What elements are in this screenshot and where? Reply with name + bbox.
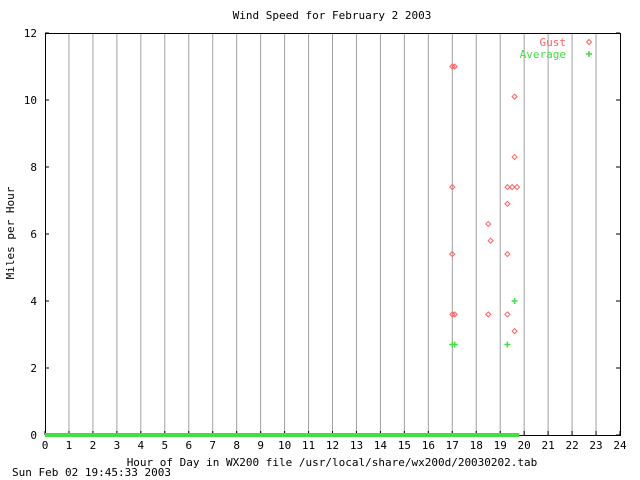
gust-point <box>511 153 518 161</box>
gust-point <box>504 183 511 191</box>
x-tick-label: 2 <box>90 439 97 452</box>
y-tick-label: 2 <box>30 362 37 375</box>
x-tick-label: 0 <box>42 439 49 452</box>
average-point <box>504 341 511 348</box>
data-marks <box>45 63 521 437</box>
x-tick-label: 18 <box>470 439 483 452</box>
gust-point <box>511 93 518 100</box>
timestamp-footer: Sun Feb 02 19:45:33 2003 <box>12 466 171 479</box>
chart-title: Wind Speed for February 2 2003 <box>233 9 432 22</box>
x-axis-label: Hour of Day in WX200 file /usr/local/sha… <box>127 456 538 469</box>
x-tick-label: 22 <box>565 439 578 452</box>
y-tick-label: 12 <box>24 27 37 40</box>
gust-point <box>504 311 511 318</box>
y-tick-label: 0 <box>30 429 37 442</box>
x-axis-ticks: 0 1 2 3 4 5 6 7 8 9 10 11 12 13 14 15 16 17 18 19 20 21 22 23 24 <box>42 431 627 452</box>
x-tick-label: 24 <box>613 439 627 452</box>
gust-point <box>504 250 511 258</box>
gust-point <box>451 63 458 70</box>
gust-point <box>449 183 456 191</box>
x-tick-label: 6 <box>185 439 192 452</box>
legend-label: Average <box>520 48 566 61</box>
x-tick-label: 21 <box>542 439 555 452</box>
gust-point <box>585 38 593 46</box>
x-tick-label: 5 <box>161 439 168 452</box>
gust-point <box>451 311 458 318</box>
gust-point <box>485 311 492 318</box>
gust-point <box>449 250 456 258</box>
gust-point <box>487 237 494 244</box>
x-tick-label: 3 <box>114 439 121 452</box>
gust-point <box>449 63 456 70</box>
x-tick-label: 10 <box>278 439 291 452</box>
gust-point <box>504 200 511 208</box>
average-point <box>451 341 458 348</box>
y-tick-label: 10 <box>24 94 37 107</box>
y-tick-label: 4 <box>30 295 37 308</box>
y-axis-label: Miles per Hour <box>4 186 17 279</box>
x-tick-label: 20 <box>518 439 531 452</box>
x-tick-label: 4 <box>138 439 145 452</box>
y-axis-ticks: 0 2 4 6 8 10 12 <box>24 27 620 442</box>
x-tick-label: 7 <box>209 439 216 452</box>
x-tick-label: 23 <box>589 439 602 452</box>
x-tick-label: 17 <box>446 439 459 452</box>
x-tick-label: 16 <box>422 439 435 452</box>
grid-lines <box>68 33 597 435</box>
x-tick-label: 9 <box>257 439 264 452</box>
gust-point <box>449 311 456 318</box>
x-tick-label: 14 <box>374 439 388 452</box>
y-tick-label: 8 <box>30 161 37 174</box>
gust-point <box>485 220 492 228</box>
gust-point <box>513 183 521 191</box>
legend-label: Gust <box>540 36 567 49</box>
y-tick-label: 6 <box>30 228 37 241</box>
average-point <box>511 298 518 304</box>
x-tick-label: 11 <box>302 439 315 452</box>
gust-point <box>508 183 516 191</box>
x-tick-label: 12 <box>326 439 339 452</box>
x-tick-label: 8 <box>233 439 240 452</box>
x-tick-label: 19 <box>494 439 507 452</box>
x-tick-label: 1 <box>66 439 73 452</box>
gust-point <box>511 327 518 335</box>
average-point <box>586 51 592 57</box>
x-tick-label: 15 <box>398 439 411 452</box>
x-tick-label: 13 <box>350 439 363 452</box>
